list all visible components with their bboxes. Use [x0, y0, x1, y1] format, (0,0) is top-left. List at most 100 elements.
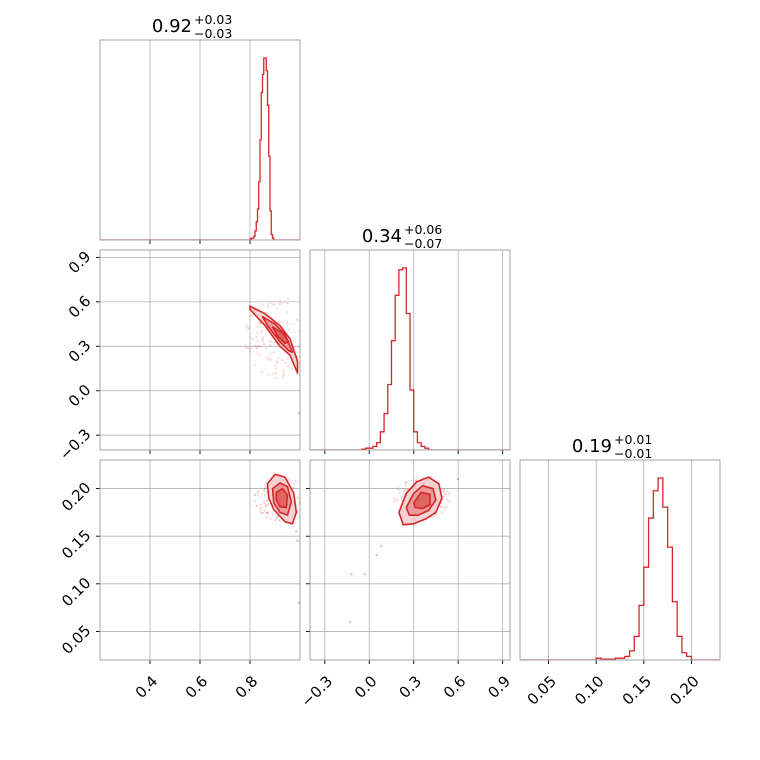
outlier-point — [248, 305, 252, 308]
sample-point — [265, 511, 268, 515]
sample-point — [254, 504, 258, 507]
sample-point — [430, 516, 433, 519]
sample-point — [245, 324, 248, 327]
sample-point — [266, 358, 269, 361]
x-tick-label: 0.4 — [132, 672, 162, 702]
sample-point — [405, 481, 408, 484]
sample-point — [258, 345, 262, 349]
title-minus: −0.03 — [194, 26, 232, 41]
sample-point — [266, 305, 270, 309]
sample-point — [265, 499, 268, 502]
sample-point — [414, 479, 417, 482]
sample-point — [303, 512, 305, 514]
sample-point — [263, 487, 267, 490]
title-value: 0.34 — [362, 226, 402, 247]
sample-point — [259, 509, 262, 512]
sample-point — [286, 357, 289, 360]
outlier-point — [456, 477, 460, 481]
outlier-point — [297, 411, 300, 415]
sample-point — [302, 507, 304, 509]
sample-point — [265, 311, 269, 314]
sample-point — [396, 498, 399, 502]
sample-point — [302, 494, 304, 496]
sample-point — [256, 331, 259, 334]
sample-point — [301, 363, 303, 365]
sample-point — [303, 363, 305, 365]
sample-point — [445, 490, 449, 493]
title-value: 0.92 — [152, 16, 192, 37]
outlier-point — [350, 573, 353, 576]
sample-point — [442, 505, 446, 509]
sample-point — [267, 373, 270, 376]
histogram-param-2 — [520, 477, 720, 660]
sample-point — [267, 511, 270, 514]
sample-point — [296, 318, 299, 321]
sample-point — [404, 482, 407, 485]
panel-title-1: 0.34 +0.06−0.07 — [362, 222, 442, 251]
sample-point — [404, 480, 407, 484]
x-tick-label: 0.3 — [395, 672, 425, 702]
title-plus: +0.06 — [404, 222, 442, 237]
sample-point — [266, 356, 269, 359]
sample-point — [255, 346, 258, 349]
title-minus: −0.01 — [614, 446, 652, 461]
sample-point — [300, 342, 302, 344]
sample-point — [301, 312, 303, 314]
pair-panel-0 — [244, 297, 309, 415]
sample-point — [269, 358, 272, 361]
sample-point — [259, 506, 262, 510]
sample-point — [442, 495, 445, 498]
sample-point — [286, 310, 289, 314]
sample-point — [269, 517, 273, 520]
sample-point — [258, 322, 262, 325]
x-tick-label: 0.15 — [619, 672, 655, 708]
sample-point — [448, 493, 451, 496]
sample-point — [252, 338, 255, 341]
sample-point — [261, 338, 264, 341]
sample-point — [281, 358, 284, 362]
sample-point — [272, 372, 275, 375]
sample-point — [300, 344, 302, 346]
sample-point — [403, 489, 406, 493]
panel-frame — [519, 459, 721, 661]
y-tick-label: 0.05 — [58, 622, 94, 658]
sample-point — [397, 489, 400, 492]
sample-point — [253, 493, 257, 496]
sample-point — [307, 500, 309, 502]
sample-point — [268, 357, 271, 360]
sample-point — [281, 375, 284, 378]
sample-point — [447, 499, 450, 502]
sample-point — [298, 497, 300, 501]
sample-point — [262, 511, 265, 514]
sample-point — [273, 303, 276, 306]
sample-point — [262, 343, 266, 346]
sample-point — [263, 487, 266, 490]
sample-point — [275, 376, 278, 380]
sample-point — [265, 511, 268, 514]
sample-point — [286, 297, 289, 300]
sample-point — [256, 494, 260, 498]
contour-outer — [249, 305, 299, 374]
sample-point — [307, 350, 309, 352]
sample-point — [401, 487, 405, 490]
sample-point — [445, 506, 448, 509]
sample-point — [263, 489, 266, 493]
sample-point — [302, 506, 304, 508]
sample-point — [256, 351, 259, 354]
sample-point — [293, 331, 296, 334]
panel-frame — [309, 459, 511, 661]
sample-point — [282, 369, 285, 372]
sample-point — [276, 515, 279, 518]
sample-point — [263, 493, 267, 496]
sample-point — [258, 321, 261, 324]
outlier-point — [296, 539, 299, 543]
sample-point — [269, 340, 273, 343]
x-tick-label: 0.9 — [484, 672, 514, 702]
sample-point — [443, 493, 446, 496]
sample-point — [258, 353, 261, 356]
sample-point — [402, 493, 405, 496]
sample-point — [261, 370, 264, 373]
x-tick-label: 0.6 — [182, 672, 212, 702]
sample-point — [443, 488, 446, 491]
sample-point — [293, 482, 296, 485]
